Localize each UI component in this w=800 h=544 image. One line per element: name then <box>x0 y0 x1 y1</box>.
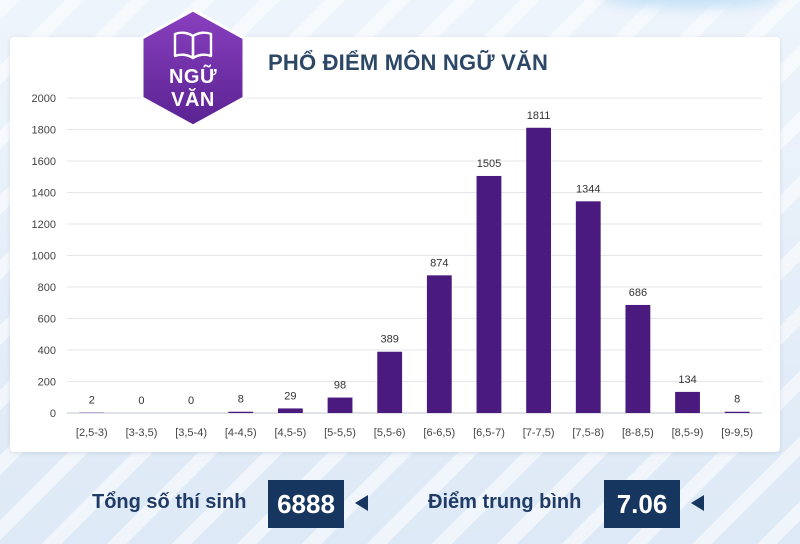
subject-badge: NGỮ VĂN <box>138 8 248 128</box>
average-score-label: Điểm trung bình <box>428 491 582 513</box>
y-tick-label: 1000 <box>32 251 56 263</box>
pointer-arrow-icon <box>691 495 704 511</box>
data-label: 389 <box>380 334 398 346</box>
y-tick-label: 600 <box>38 314 56 326</box>
bar <box>526 127 552 413</box>
data-label: 8 <box>734 394 740 406</box>
y-tick-label: 1800 <box>32 125 56 137</box>
book-icon <box>173 31 213 60</box>
data-label: 0 <box>138 395 144 407</box>
x-tick-label: [4-4,5) <box>225 427 257 439</box>
x-tick-label: [4,5-5) <box>274 427 306 439</box>
bar <box>327 397 353 413</box>
bar <box>575 201 601 413</box>
x-tick-label: [6-6,5) <box>423 427 455 439</box>
y-tick-label: 1400 <box>32 188 56 200</box>
data-label: 0 <box>188 395 194 407</box>
x-tick-label: [6,5-7) <box>473 427 505 439</box>
x-tick-label: [8-8,5) <box>622 427 654 439</box>
y-tick-label: 1200 <box>32 219 56 231</box>
bar <box>377 351 403 413</box>
bar <box>228 411 254 413</box>
y-tick-label: 200 <box>38 377 56 389</box>
total-candidates-value: 6888 <box>268 480 344 528</box>
average-score-value: 7.06 <box>604 480 680 528</box>
bar <box>476 175 502 413</box>
bar <box>724 411 750 413</box>
data-label: 2 <box>89 395 95 407</box>
decorative-glow <box>600 0 780 8</box>
x-tick-label: [2,5-3) <box>76 427 108 439</box>
x-tick-label: [5,5-6) <box>374 427 406 439</box>
pointer-arrow-icon <box>355 495 368 511</box>
bar <box>675 391 700 413</box>
x-tick-label: [7,5-8) <box>572 427 604 439</box>
x-tick-label: [3-3,5) <box>126 427 158 439</box>
data-label: 686 <box>629 287 647 299</box>
badge-line-2: VĂN <box>171 89 215 111</box>
y-tick-label: 1600 <box>32 156 56 168</box>
x-tick-label: [5-5,5) <box>324 427 356 439</box>
x-tick-label: [8,5-9) <box>672 427 704 439</box>
bar <box>426 275 452 413</box>
data-label: 29 <box>284 390 296 402</box>
y-tick-label: 2000 <box>32 93 56 105</box>
bar <box>625 304 651 413</box>
data-label: 134 <box>678 374 696 386</box>
data-label: 98 <box>334 380 346 392</box>
chart-title: PHỔ ĐIỂM MÔN NGỮ VĂN <box>268 50 549 75</box>
y-tick-label: 400 <box>38 345 56 357</box>
x-tick-label: [3,5-4) <box>175 427 207 439</box>
badge-line-1: NGỮ <box>168 66 218 88</box>
x-tick-label: [7-7,5) <box>523 427 555 439</box>
bar <box>277 408 303 413</box>
y-tick-label: 800 <box>38 282 56 294</box>
data-label: 1344 <box>576 183 600 195</box>
x-tick-label: [9-9,5) <box>721 427 753 439</box>
data-label: 874 <box>430 257 448 269</box>
total-candidates-label: Tổng số thí sinh <box>92 491 247 513</box>
data-label: 8 <box>238 394 244 406</box>
data-label: 1505 <box>477 158 501 170</box>
badge-title: NGỮ VĂN <box>138 66 248 112</box>
hexagon-shape <box>140 8 246 128</box>
data-label: 1811 <box>527 110 551 122</box>
y-tick-label: 0 <box>50 408 56 420</box>
